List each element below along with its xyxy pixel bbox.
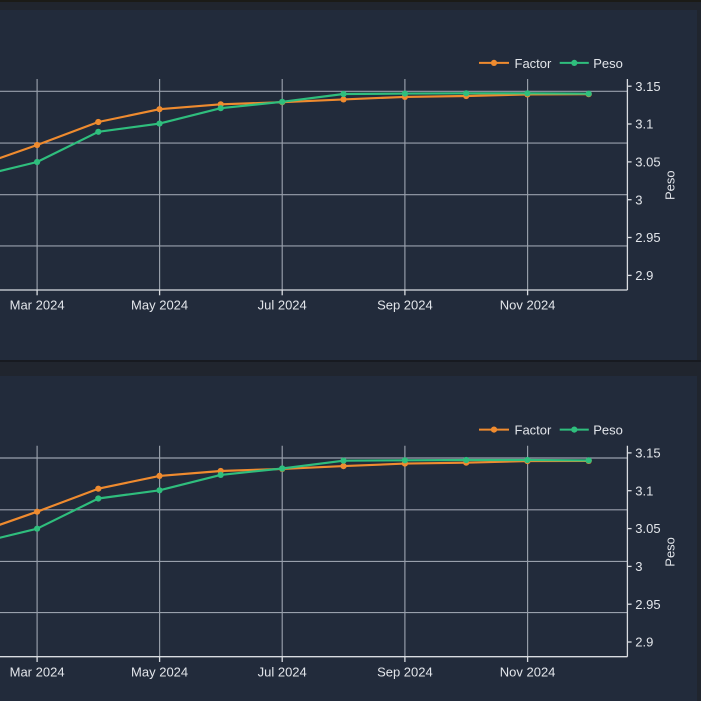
svg-text:Factor: Factor <box>515 423 553 438</box>
svg-text:3.05: 3.05 <box>635 155 660 170</box>
svg-text:2.95: 2.95 <box>635 230 660 245</box>
svg-text:Mar 2024: Mar 2024 <box>10 664 65 679</box>
svg-text:3.1: 3.1 <box>635 483 653 498</box>
svg-text:Mar 2024: Mar 2024 <box>10 298 65 313</box>
svg-text:3: 3 <box>635 559 642 574</box>
svg-text:3.15: 3.15 <box>635 79 660 94</box>
svg-text:3: 3 <box>635 192 642 207</box>
svg-text:Peso: Peso <box>593 423 623 438</box>
svg-text:2.9: 2.9 <box>635 635 653 650</box>
svg-text:2.9: 2.9 <box>635 268 653 283</box>
svg-text:May 2024: May 2024 <box>131 298 188 313</box>
svg-text:Peso: Peso <box>662 170 677 200</box>
svg-text:3.1: 3.1 <box>635 117 653 132</box>
svg-text:Peso: Peso <box>593 56 623 71</box>
svg-text:Nov 2024: Nov 2024 <box>500 298 556 313</box>
svg-text:2.95: 2.95 <box>635 597 660 612</box>
svg-text:Jul 2024: Jul 2024 <box>258 664 307 679</box>
svg-text:Sep 2024: Sep 2024 <box>377 298 433 313</box>
svg-text:3.05: 3.05 <box>635 521 660 536</box>
svg-text:Factor: Factor <box>515 56 553 71</box>
svg-text:Jul 2024: Jul 2024 <box>258 298 307 313</box>
svg-text:Peso: Peso <box>662 537 677 567</box>
svg-text:Nov 2024: Nov 2024 <box>500 664 556 679</box>
svg-text:3.15: 3.15 <box>635 446 660 461</box>
svg-text:May 2024: May 2024 <box>131 664 188 679</box>
svg-text:Sep 2024: Sep 2024 <box>377 664 433 679</box>
